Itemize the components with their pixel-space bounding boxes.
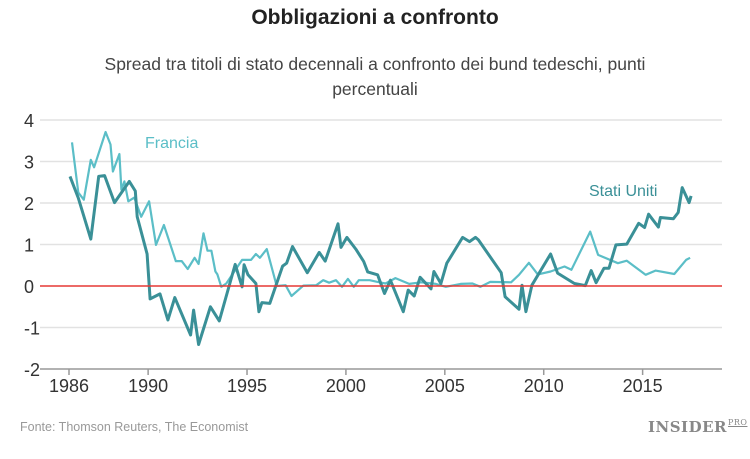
insider-pro-logo: INSIDERPRO [648, 418, 747, 436]
logo-suffix: PRO [727, 418, 748, 427]
y-tick-label: 2 [24, 194, 34, 214]
source-note: Fonte: Thomson Reuters, The Economist [20, 420, 249, 434]
x-tick-label: 2010 [524, 376, 564, 396]
series-line-stati-uniti [68, 174, 693, 346]
y-tick-label: 1 [24, 236, 34, 256]
y-tick-label: -1 [24, 319, 40, 339]
legend-label-francia: Francia [145, 135, 198, 152]
logo-main: INSIDER [648, 418, 727, 436]
y-tick-label: 4 [24, 111, 34, 131]
chart-title: Obbligazioni a confronto [251, 6, 499, 29]
x-tick-label: 2000 [326, 376, 366, 396]
chart-subtitle: Spread tra titoli di stato decennali a c… [104, 54, 646, 99]
series-line-francia [70, 130, 691, 298]
x-tick-label: 2015 [623, 376, 663, 396]
x-tick-label: 1990 [128, 376, 168, 396]
y-tick-label: 3 [24, 153, 34, 173]
x-tick-label: 1995 [227, 376, 267, 396]
y-tick-label: -2 [24, 360, 40, 380]
legend-label-stati-uniti: Stati Uniti [589, 183, 657, 200]
y-tick-label: 0 [24, 277, 34, 297]
x-tick-label: 1986 [49, 376, 89, 396]
x-tick-label: 2005 [425, 376, 465, 396]
